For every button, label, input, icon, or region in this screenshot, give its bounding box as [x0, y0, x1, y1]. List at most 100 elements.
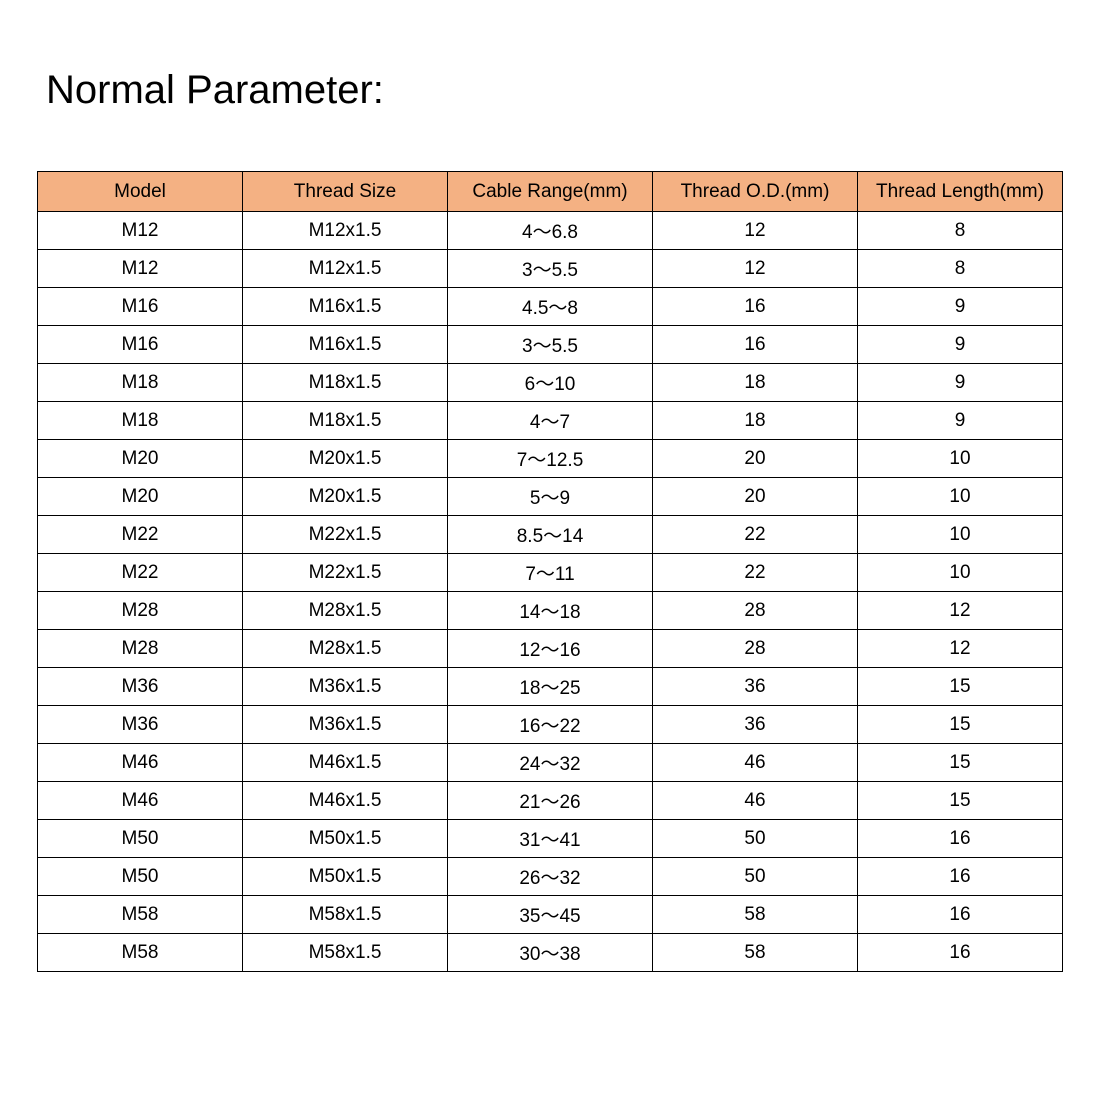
table-cell: 20	[652, 477, 858, 516]
table-cell: M22	[37, 553, 243, 592]
table-row: M46 M46x1.5 24～32 46 15	[37, 743, 1063, 782]
table-cell: 4.5～8	[447, 287, 653, 326]
table-cell: M18	[37, 401, 243, 440]
table-cell: 50	[652, 857, 858, 896]
table-cell: M50x1.5	[242, 819, 448, 858]
table-row: M18 M18x1.5 6～10 18 9	[37, 363, 1063, 402]
table-cell: M50x1.5	[242, 857, 448, 896]
table-cell: 58	[652, 895, 858, 934]
table-cell: 15	[857, 743, 1063, 782]
table-cell: 14～18	[447, 591, 653, 630]
column-header: Cable Range(mm)	[447, 171, 653, 212]
table-cell: M18	[37, 363, 243, 402]
table-cell: 9	[857, 325, 1063, 364]
table-cell: M46	[37, 781, 243, 820]
table-cell: M16x1.5	[242, 325, 448, 364]
table-cell: 18	[652, 401, 858, 440]
table-cell: M46x1.5	[242, 781, 448, 820]
table-cell: M28	[37, 591, 243, 630]
column-header: Thread Length(mm)	[857, 171, 1063, 212]
column-header: Model	[37, 171, 243, 212]
table-cell: 12	[652, 211, 858, 250]
table-cell: 9	[857, 287, 1063, 326]
table-cell: M46x1.5	[242, 743, 448, 782]
table-cell: 10	[857, 477, 1063, 516]
table-row: M50 M50x1.5 26～32 50 16	[37, 857, 1063, 896]
table-cell: 28	[652, 591, 858, 630]
table-cell: 16	[857, 857, 1063, 896]
table-cell: 4～6.8	[447, 211, 653, 250]
table-cell: M16x1.5	[242, 287, 448, 326]
table-cell: 3～5.5	[447, 249, 653, 288]
table-row: M18 M18x1.5 4～7 18 9	[37, 401, 1063, 440]
table-cell: 12	[857, 629, 1063, 668]
table-cell: M16	[37, 287, 243, 326]
page-title: Normal Parameter:	[46, 68, 384, 112]
table-cell: M58	[37, 933, 243, 972]
table-row: M22 M22x1.5 8.5～14 22 10	[37, 515, 1063, 554]
table-cell: 36	[652, 667, 858, 706]
table-cell: 15	[857, 781, 1063, 820]
table-cell: 16	[857, 895, 1063, 934]
table-cell: M20x1.5	[242, 439, 448, 478]
table-row: M58 M58x1.5 35～45 58 16	[37, 895, 1063, 934]
table-cell: M46	[37, 743, 243, 782]
table-row: M20 M20x1.5 5～9 20 10	[37, 477, 1063, 516]
table-cell: M18x1.5	[242, 401, 448, 440]
table-row: M58 M58x1.5 30～38 58 16	[37, 933, 1063, 972]
table-row: M12 M12x1.5 3～5.5 12 8	[37, 249, 1063, 288]
table-cell: M12x1.5	[242, 211, 448, 250]
table-cell: 31～41	[447, 819, 653, 858]
table-cell: 15	[857, 705, 1063, 744]
table-row: M28 M28x1.5 14～18 28 12	[37, 591, 1063, 630]
table-cell: 7～11	[447, 553, 653, 592]
table-cell: 58	[652, 933, 858, 972]
table-cell: 3～5.5	[447, 325, 653, 364]
table-cell: M16	[37, 325, 243, 364]
table-cell: M58	[37, 895, 243, 934]
table-cell: M18x1.5	[242, 363, 448, 402]
column-header: Thread Size	[242, 171, 448, 212]
table-cell: 18～25	[447, 667, 653, 706]
table-cell: 46	[652, 743, 858, 782]
table-cell: 6～10	[447, 363, 653, 402]
table-cell: 21～26	[447, 781, 653, 820]
table-cell: M50	[37, 819, 243, 858]
table-cell: M58x1.5	[242, 895, 448, 934]
table-cell: M28x1.5	[242, 629, 448, 668]
table-cell: 35～45	[447, 895, 653, 934]
table-row: M20 M20x1.5 7～12.5 20 10	[37, 439, 1063, 478]
table-row: M36 M36x1.5 16～22 36 15	[37, 705, 1063, 744]
table-row: M22 M22x1.5 7～11 22 10	[37, 553, 1063, 592]
table-cell: 10	[857, 439, 1063, 478]
table-cell: M12	[37, 211, 243, 250]
table-cell: 12～16	[447, 629, 653, 668]
table-cell: 16	[652, 325, 858, 364]
table-row: M12 M12x1.5 4～6.8 12 8	[37, 211, 1063, 250]
table-cell: 8	[857, 249, 1063, 288]
table-cell: 16	[857, 933, 1063, 972]
table-cell: M12	[37, 249, 243, 288]
table-cell: M12x1.5	[242, 249, 448, 288]
table-cell: 16	[652, 287, 858, 326]
table-cell: 30～38	[447, 933, 653, 972]
table-cell: 50	[652, 819, 858, 858]
table-cell: 15	[857, 667, 1063, 706]
parameter-table: Model Thread Size Cable Range(mm) Thread O.…	[37, 171, 1063, 972]
table-cell: 20	[652, 439, 858, 478]
table-cell: 8.5～14	[447, 515, 653, 554]
table-cell: M20	[37, 477, 243, 516]
table-cell: M20x1.5	[242, 477, 448, 516]
table-cell: M58x1.5	[242, 933, 448, 972]
table-row: M36 M36x1.5 18～25 36 15	[37, 667, 1063, 706]
table-cell: 5～9	[447, 477, 653, 516]
table-cell: 8	[857, 211, 1063, 250]
table-cell: M36x1.5	[242, 705, 448, 744]
table-cell: 26～32	[447, 857, 653, 896]
table-cell: 24～32	[447, 743, 653, 782]
table-cell: 16	[857, 819, 1063, 858]
table-header-row: Model Thread Size Cable Range(mm) Thread O.…	[37, 171, 1063, 212]
table-cell: M36	[37, 705, 243, 744]
table-cell: 10	[857, 515, 1063, 554]
table-cell: 36	[652, 705, 858, 744]
